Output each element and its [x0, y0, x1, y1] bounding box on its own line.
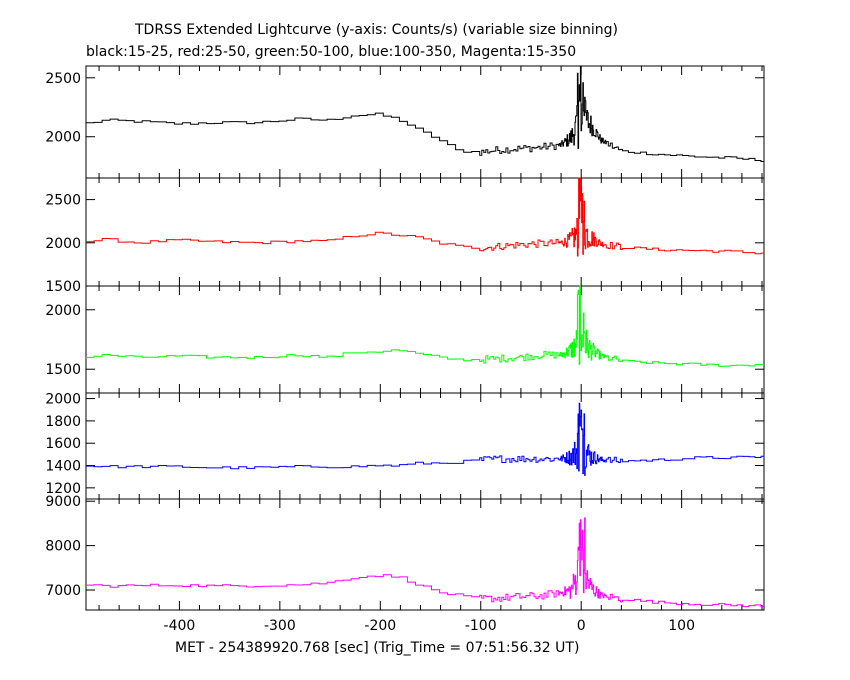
y-tick-label: 2000	[45, 236, 81, 252]
x-axis-label: MET - 254389920.768 [sec] (Trig_Time = 0…	[175, 640, 580, 656]
panel-frame-2	[85, 177, 765, 287]
y-tick-label: 2000	[45, 392, 81, 408]
series-line-50-100	[86, 285, 764, 367]
series-line-15-350	[86, 517, 764, 608]
y-tick-label: 1500	[45, 362, 81, 378]
series-line-15-25	[86, 65, 764, 162]
x-tick-label: -100	[465, 618, 497, 634]
y-tick-label: 2000	[45, 303, 81, 319]
y-tick-label: 1800	[45, 414, 81, 430]
y-tick-label: 9000	[45, 494, 81, 510]
panel-frame-3	[85, 285, 765, 394]
y-tick-label: 2000	[45, 130, 81, 146]
panel-frame-4	[85, 392, 765, 500]
series-line-100-350	[86, 402, 764, 476]
y-tick-label: 1400	[45, 459, 81, 475]
x-tick-label: -200	[364, 618, 396, 634]
chart-title: TDRSS Extended Lightcurve (y-axis: Count…	[135, 22, 619, 38]
x-tick-label: 100	[668, 618, 695, 634]
panel-frame-1	[85, 65, 765, 179]
y-tick-label: 7000	[45, 583, 81, 599]
y-tick-label: 8000	[45, 539, 81, 555]
x-tick-label: -400	[164, 618, 196, 634]
series-line-25-50	[86, 177, 764, 257]
y-tick-label: 1500	[45, 279, 81, 295]
y-tick-label: 2500	[45, 71, 81, 87]
panel-frame-5	[85, 498, 765, 611]
y-tick-label: 1200	[45, 481, 81, 497]
x-tick-label: -300	[264, 618, 296, 634]
y-tick-label: 1600	[45, 436, 81, 452]
chart-subtitle-band-legend: black:15-25, red:25-50, green:50-100, bl…	[86, 44, 577, 60]
y-tick-label: 2500	[45, 193, 81, 209]
x-tick-label: 0	[577, 618, 586, 634]
